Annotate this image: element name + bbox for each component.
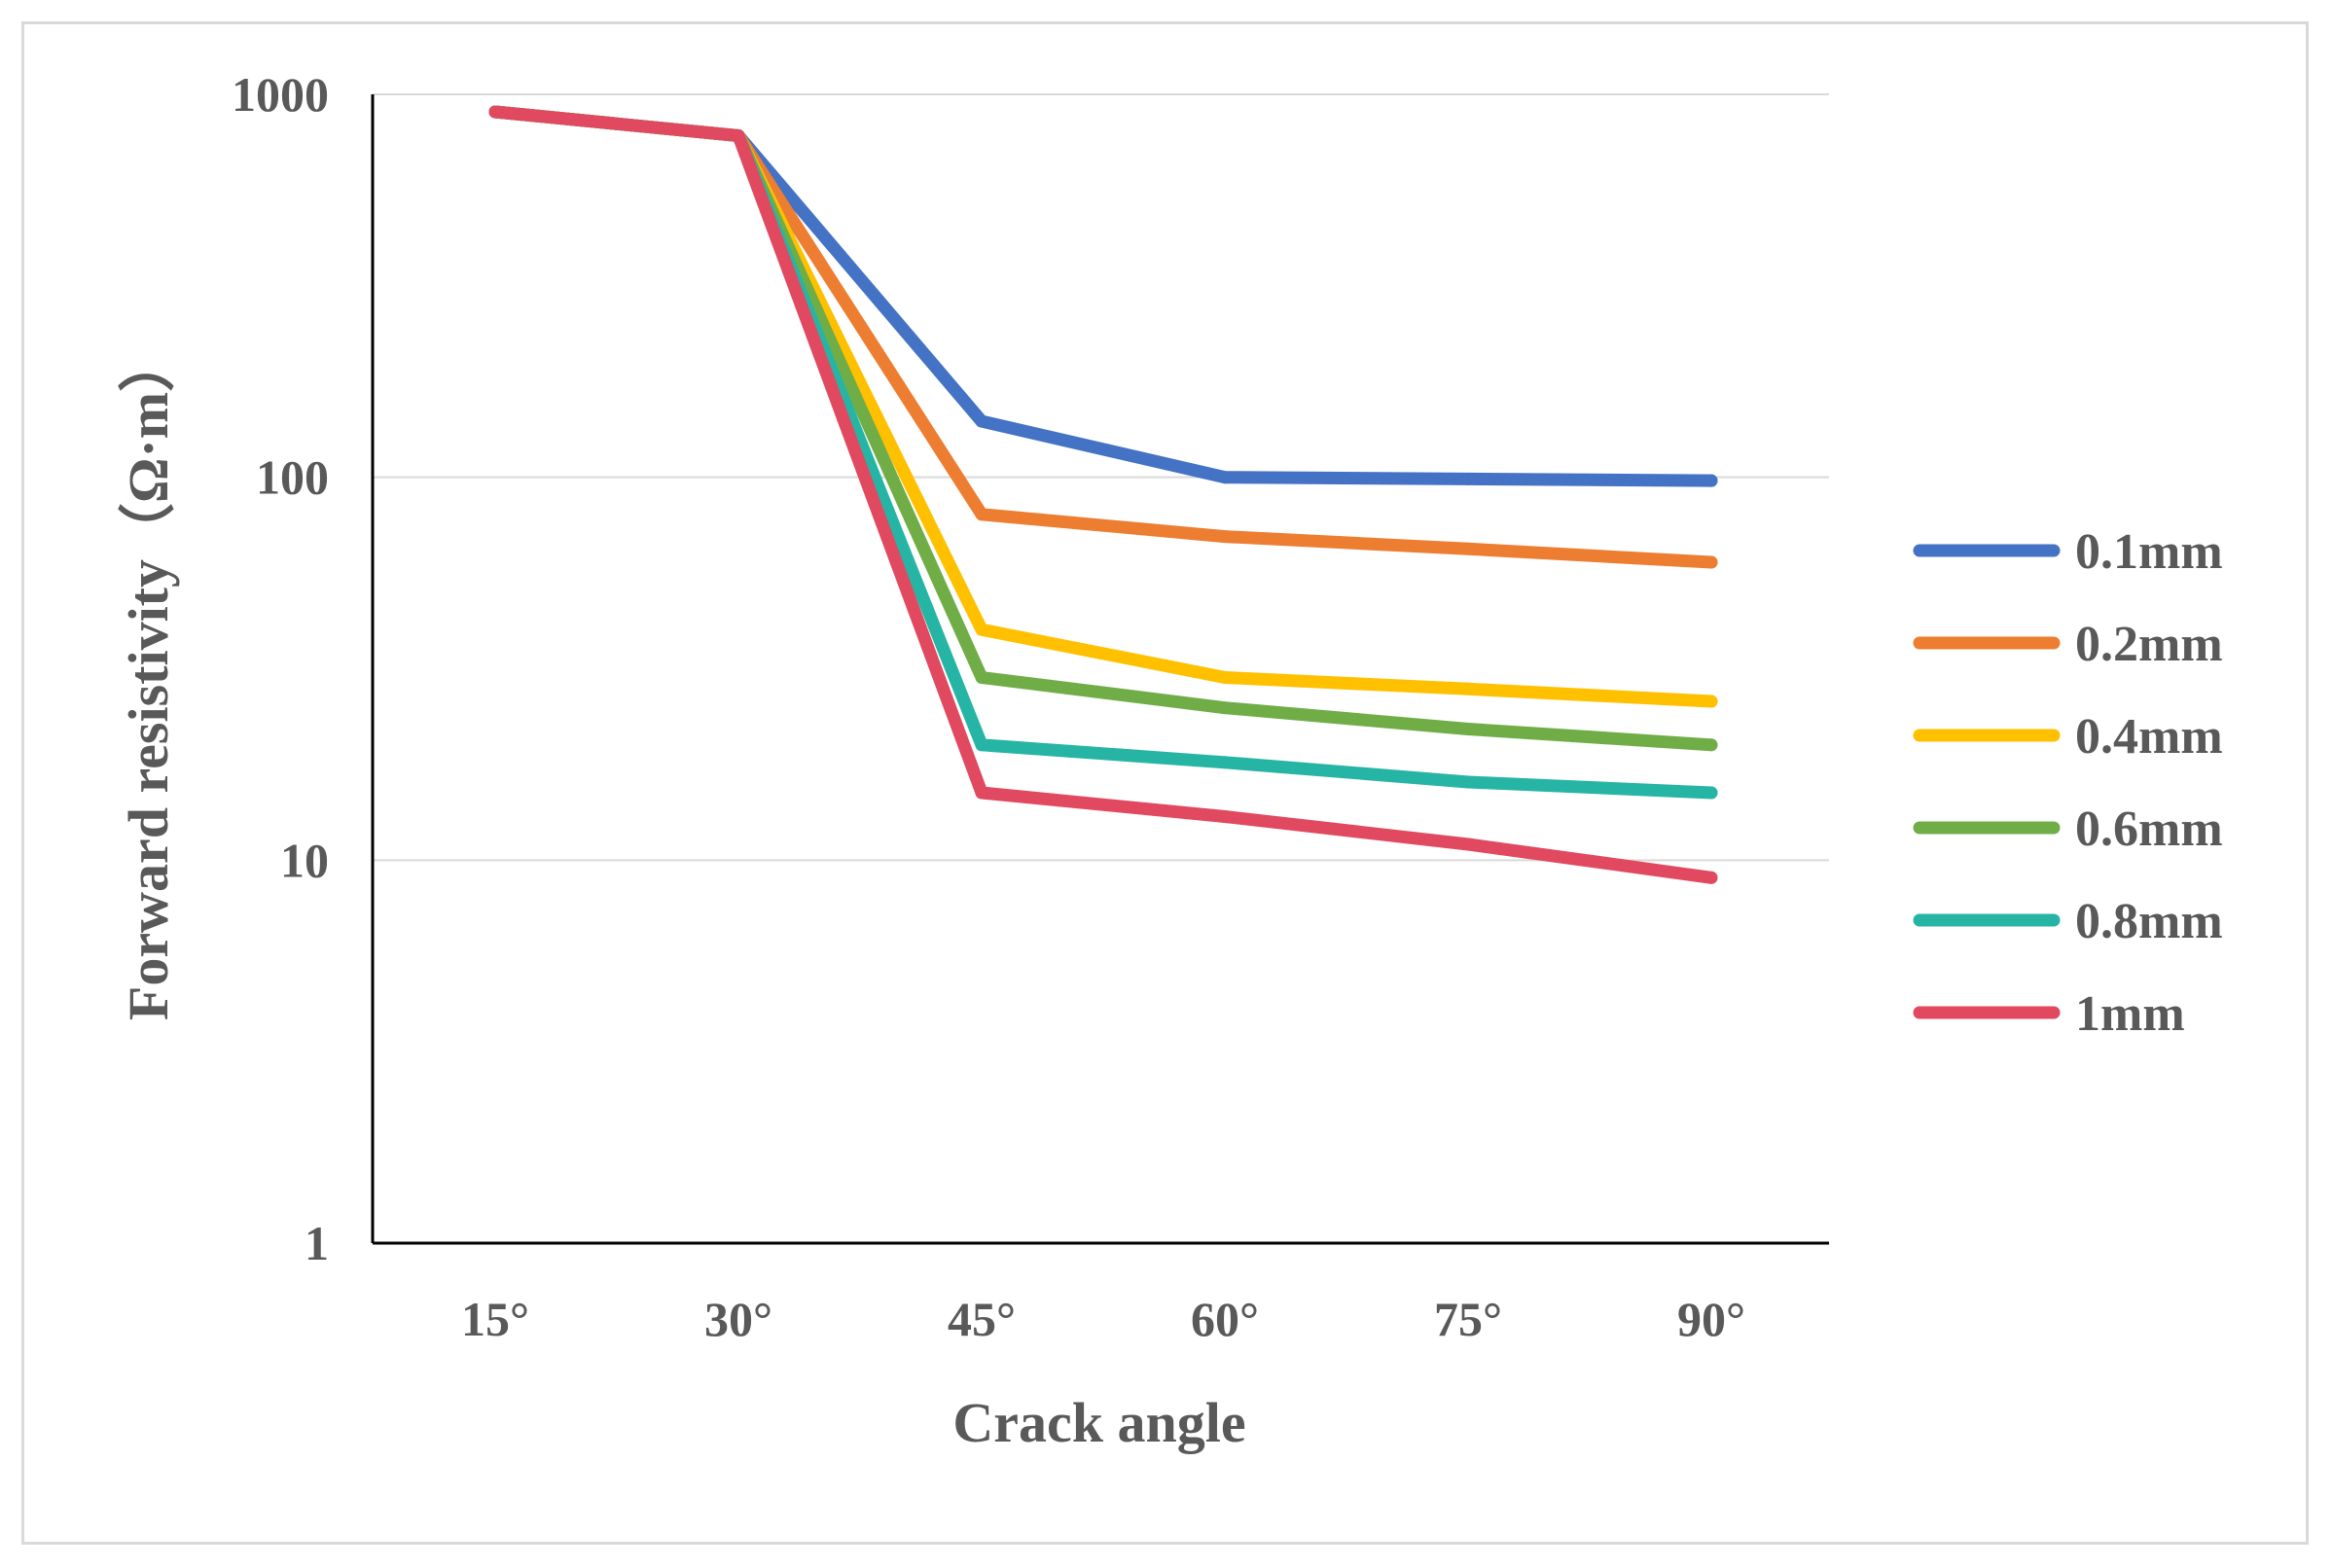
y-axis-title: Forward resistivity（Ω·m） <box>117 336 180 1020</box>
legend-label-1mm: 1mm <box>2075 986 2185 1042</box>
series-line-0.1mm <box>488 105 1718 487</box>
y-tick-label: 1 <box>305 1216 329 1270</box>
legend-label-0.1mm: 0.1mm <box>2075 524 2223 580</box>
data-point-0.1mm-90° <box>1704 474 1718 487</box>
data-point-0.2mm-45° <box>975 508 988 521</box>
data-point-1mm-30° <box>732 129 745 142</box>
y-tick-label: 1000 <box>232 67 329 122</box>
x-axis-title: Crack angle <box>952 1391 1245 1454</box>
data-point-1mm-75° <box>1461 837 1475 851</box>
data-point-0.8mm-90° <box>1704 786 1718 800</box>
series-line-0.4mm <box>488 105 1718 708</box>
chart-frame <box>21 21 2309 1545</box>
data-point-1mm-60° <box>1218 810 1232 823</box>
series-line-0.2mm <box>488 105 1718 569</box>
data-point-0.2mm-90° <box>1704 555 1718 569</box>
data-point-0.2mm-60° <box>1218 530 1232 544</box>
data-point-0.4mm-90° <box>1704 695 1718 708</box>
data-point-0.6mm-45° <box>975 671 988 684</box>
data-point-0.6mm-75° <box>1461 723 1475 735</box>
data-point-0.8mm-45° <box>975 738 988 752</box>
series-lines <box>488 105 1718 884</box>
data-point-1mm-90° <box>1704 871 1718 884</box>
data-point-1mm-15° <box>488 105 502 119</box>
data-point-0.8mm-75° <box>1461 775 1475 789</box>
legend-label-0.6mm: 0.6mm <box>2075 802 2223 857</box>
y-tick-label: 100 <box>256 450 329 505</box>
tick-labels: 1000 100 10 1 15° 30° 45° 60° 75° 90° <box>232 67 1745 1346</box>
x-tick-label: 45° <box>948 1292 1016 1346</box>
data-point-0.1mm-60° <box>1218 471 1232 484</box>
x-tick-label: 60° <box>1191 1292 1259 1346</box>
data-point-0.6mm-90° <box>1704 738 1718 752</box>
data-point-1mm-45° <box>975 786 988 800</box>
data-point-0.4mm-60° <box>1218 671 1232 684</box>
y-tick-label: 10 <box>280 833 329 887</box>
data-point-0.2mm-75° <box>1461 542 1475 555</box>
series-line-1mm <box>488 105 1718 884</box>
axes <box>371 94 1829 1245</box>
legend: 0.1mm 0.2mm 0.4mm 0.6mm 0.8mm 1mm <box>1913 524 2223 1042</box>
legend-label-0.4mm: 0.4mm <box>2075 709 2223 765</box>
x-tick-label: 30° <box>704 1292 772 1346</box>
x-tick-label: 15° <box>461 1292 529 1346</box>
data-point-0.8mm-60° <box>1218 756 1232 769</box>
x-tick-label: 75° <box>1434 1292 1502 1346</box>
legend-label-0.8mm: 0.8mm <box>2075 894 2223 949</box>
data-point-0.1mm-45° <box>975 414 988 428</box>
data-point-0.6mm-60° <box>1218 701 1232 715</box>
data-point-0.1mm-75° <box>1461 472 1475 485</box>
legend-label-0.2mm: 0.2mm <box>2075 617 2223 672</box>
data-point-0.4mm-75° <box>1461 682 1475 695</box>
data-point-0.4mm-45° <box>975 623 988 636</box>
x-tick-label: 90° <box>1677 1292 1745 1346</box>
